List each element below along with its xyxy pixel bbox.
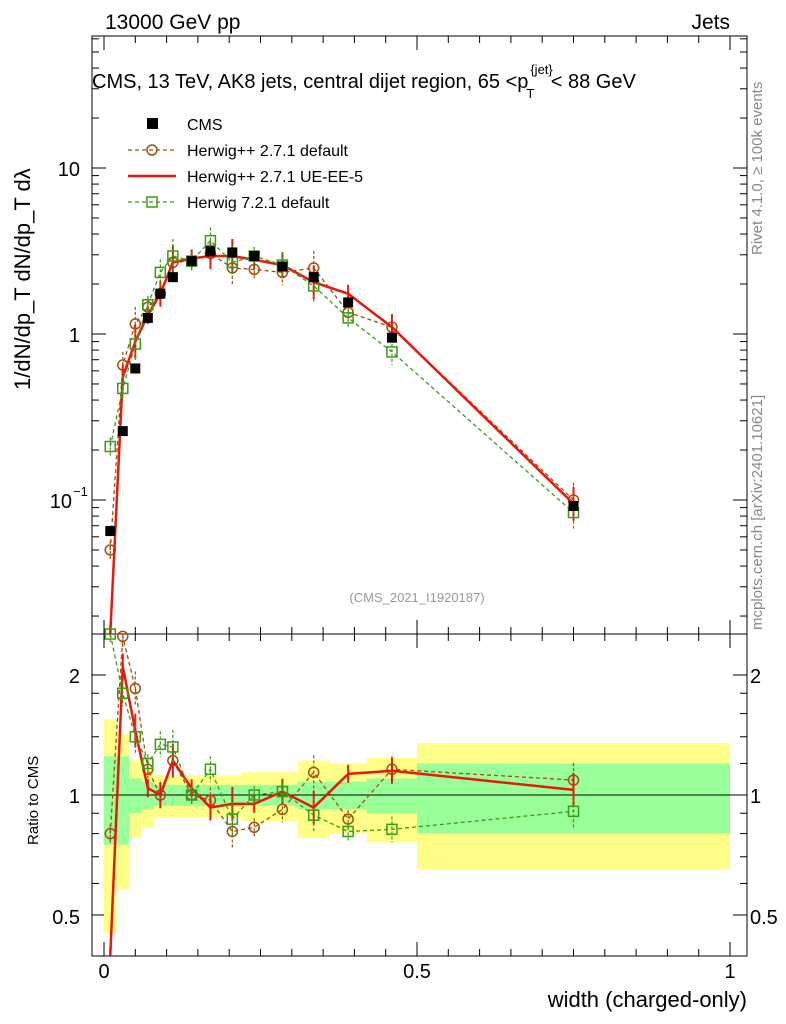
data-point bbox=[342, 312, 354, 324]
series-main-herwig-2-7-1-default bbox=[104, 240, 580, 559]
title-sub: T bbox=[526, 86, 534, 101]
data-point bbox=[167, 250, 179, 262]
series-line bbox=[109, 239, 574, 514]
legend-label-herwigpp-ueee5: Herwig++ 2.7.1 UE-EE-5 bbox=[187, 169, 363, 186]
data-series bbox=[104, 227, 580, 957]
cms-data-point bbox=[142, 312, 153, 323]
series-main-herwig-2-7-1-ue-ee-5 bbox=[109, 239, 575, 635]
title-end: < 88 GeV bbox=[551, 71, 637, 93]
stat-uncertainty-band bbox=[104, 756, 117, 845]
data-point bbox=[129, 338, 142, 350]
data-point bbox=[129, 682, 142, 695]
data-point bbox=[386, 823, 398, 836]
source-label: mcplots.cern.ch [arXiv:2401.10621] bbox=[749, 395, 766, 630]
data-point bbox=[248, 789, 260, 801]
data-point bbox=[117, 382, 129, 395]
uncertainty-bands bbox=[104, 719, 730, 934]
legend-label-herwig7: Herwig 7.2.1 default bbox=[187, 195, 330, 212]
legend-marker-herwig7 bbox=[146, 196, 158, 208]
cms-data-point bbox=[167, 272, 178, 283]
y-axis-label-text: 1/dN/dp_T dN/dp_T dλ bbox=[10, 168, 35, 390]
series-main-herwig-7-2-1-default bbox=[104, 227, 580, 530]
ratio-tick-2: 2 bbox=[69, 666, 80, 688]
data-point bbox=[117, 630, 129, 643]
analysis-tag: (CMS_2021_I1920187) bbox=[349, 590, 484, 605]
data-point bbox=[204, 234, 217, 247]
cms-data-point bbox=[568, 501, 579, 512]
legend-label-herwigpp-default: Herwig++ 2.7.1 default bbox=[187, 143, 349, 160]
y-tick-10: 10 bbox=[58, 159, 80, 181]
data-point bbox=[142, 299, 154, 311]
cms-data-point bbox=[186, 256, 197, 267]
cms-data-point bbox=[249, 251, 260, 262]
cms-data-point bbox=[343, 297, 354, 308]
cms-data-point bbox=[130, 363, 141, 374]
cms-data-point bbox=[117, 426, 128, 437]
plot-title: CMS, 13 TeV, AK8 jets, central dijet reg… bbox=[92, 62, 636, 101]
ratio-tick-1: 1 bbox=[69, 786, 80, 808]
data-point bbox=[167, 741, 179, 753]
stat-uncertainty-band bbox=[366, 778, 417, 814]
data-point bbox=[154, 738, 167, 751]
category-label: Jets bbox=[691, 11, 730, 34]
x-tick-0: 0 bbox=[98, 961, 109, 983]
series-main-cms bbox=[105, 246, 579, 537]
data-point bbox=[185, 789, 198, 801]
ratio-tick-0.5: 0.5 bbox=[52, 907, 80, 929]
y-axis-label: 1/dN/dp_T dN/dp_T dλ bbox=[10, 168, 35, 390]
data-point bbox=[276, 785, 289, 798]
legend-marker-herwigpp-default bbox=[146, 144, 158, 156]
y-tick-0.1-base: 10 bbox=[50, 491, 72, 513]
stat-uncertainty-band bbox=[116, 756, 130, 845]
ratio-tick-1-right: 1 bbox=[750, 786, 761, 808]
data-point bbox=[226, 825, 239, 838]
legend-marker-cms bbox=[147, 118, 158, 129]
title-sup: {jet} bbox=[530, 62, 553, 77]
energy-label: 13000 GeV pp bbox=[105, 11, 240, 34]
data-point bbox=[129, 730, 142, 743]
cms-data-point bbox=[386, 332, 397, 343]
y-tick-0.1-exp: −1 bbox=[73, 484, 88, 499]
cms-data-point bbox=[308, 272, 319, 283]
series-ratio-herwig-2-7-1-ue-ee-5 bbox=[109, 653, 575, 957]
cms-data-point bbox=[105, 526, 116, 537]
legend: CMS Herwig++ 2.7.1 default Herwig++ 2.7.… bbox=[128, 117, 363, 212]
data-point bbox=[342, 825, 354, 838]
data-point bbox=[567, 805, 580, 818]
ratio-tick-0.5-right: 0.5 bbox=[750, 907, 778, 929]
data-point bbox=[142, 757, 154, 770]
data-point bbox=[226, 813, 239, 825]
series-ratio-herwig-7-2-1-default bbox=[104, 628, 580, 843]
data-point bbox=[307, 766, 320, 779]
rivet-label: Rivet 4.1.0, ≥ 100k events bbox=[749, 82, 766, 255]
data-point bbox=[307, 809, 320, 821]
ratio-y-label: Ratio to CMS bbox=[25, 756, 42, 845]
x-tick-0.5: 0.5 bbox=[403, 961, 431, 983]
cms-data-point bbox=[277, 261, 288, 272]
cms-data-point bbox=[227, 247, 238, 258]
data-point bbox=[386, 346, 398, 358]
data-point bbox=[104, 628, 117, 640]
series-line bbox=[109, 252, 574, 551]
data-point bbox=[154, 266, 167, 279]
x-axis-label: width (charged-only) bbox=[547, 987, 747, 1012]
x-tick-1: 1 bbox=[724, 961, 735, 983]
axis-ticks bbox=[92, 36, 747, 956]
cms-data-point bbox=[155, 288, 166, 299]
ratio-tick-2-right: 2 bbox=[750, 666, 761, 688]
data-point bbox=[104, 440, 117, 453]
y-tick-1: 1 bbox=[69, 325, 80, 347]
cms-data-point bbox=[205, 246, 216, 257]
data-point bbox=[204, 763, 217, 776]
stat-uncertainty-band bbox=[129, 778, 142, 814]
legend-label-cms: CMS bbox=[187, 117, 223, 134]
data-point bbox=[117, 687, 129, 699]
data-point bbox=[248, 821, 260, 834]
